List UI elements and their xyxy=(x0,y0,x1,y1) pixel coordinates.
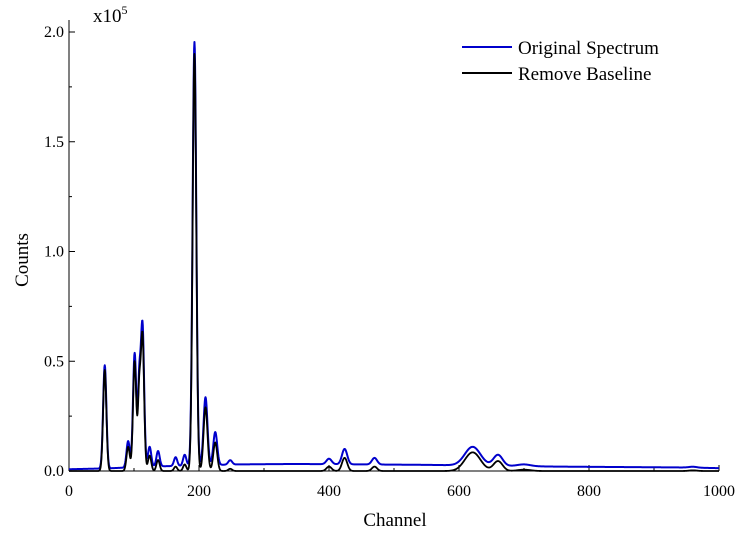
y-tick-label: 1.0 xyxy=(44,244,64,261)
x-tick-label: 1000 xyxy=(703,483,735,500)
series-layer xyxy=(68,40,720,472)
y-tick-label: 0.5 xyxy=(44,353,64,370)
x-axis-title: Channel xyxy=(363,510,426,531)
y-tick-label: 2.0 xyxy=(44,24,64,41)
y-axis-ticks: 0.0 0.5 1.0 1.5 2.0 xyxy=(44,24,75,480)
x-tick-label: 0 xyxy=(65,483,73,500)
y-axis-title: Counts xyxy=(12,233,33,287)
legend-label-original-spectrum: Original Spectrum xyxy=(518,38,659,59)
y-tick-label: 0.0 xyxy=(44,463,64,480)
legend: Original Spectrum Remove Baseline xyxy=(462,38,659,85)
y-multiplier-label: x105 xyxy=(93,3,128,27)
y-tick-label: 1.5 xyxy=(44,134,64,151)
x-tick-label: 200 xyxy=(187,483,211,500)
x-tick-label: 400 xyxy=(317,483,341,500)
series-line-remove-baseline xyxy=(68,53,720,472)
series-line-original-spectrum xyxy=(68,40,720,471)
x-axis-ticks: 0 200 400 600 800 1000 xyxy=(65,465,735,500)
legend-label-remove-baseline: Remove Baseline xyxy=(518,64,652,85)
x-tick-label: 600 xyxy=(447,483,471,500)
x-tick-label: 800 xyxy=(577,483,601,500)
